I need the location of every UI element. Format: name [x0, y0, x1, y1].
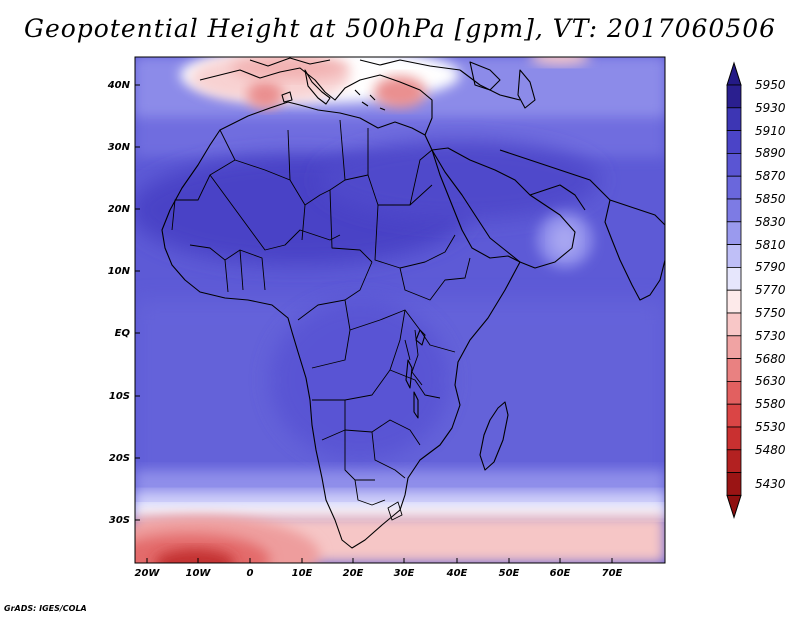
colorbar-label: 5480	[755, 442, 786, 457]
map-title: Geopotential Height at 500hPa [gpm], VT:…	[23, 14, 777, 43]
colorbar-swatch	[726, 266, 742, 291]
lon-label-0: 0	[246, 568, 254, 579]
lat-label-10s: 10S	[108, 391, 130, 402]
colorbar	[726, 61, 742, 520]
colorbar-label: 5750	[755, 306, 786, 320]
colorbar-swatch	[726, 130, 742, 154]
colorbar-label: 5530	[755, 420, 786, 434]
india-coastline	[604, 199, 665, 301]
colorbar-swatch	[726, 426, 742, 451]
colorbar-swatch	[726, 335, 742, 359]
colorbar-swatch	[726, 84, 742, 109]
colorbar-swatch	[726, 175, 742, 200]
colorbar-swatch	[726, 107, 742, 132]
lat-label-20n: 20N	[107, 204, 130, 215]
colorbar-label: 5930	[755, 100, 786, 115]
colorbar-bottom-arrow	[726, 494, 742, 520]
colorbar-label: 5730	[755, 328, 786, 343]
colorbar-label: 5870	[755, 169, 786, 184]
colorbar-label: 5810	[755, 237, 786, 252]
colorbar-swatch	[726, 403, 742, 428]
colorbar-swatch	[726, 449, 742, 473]
colorbar-label: 5680	[755, 351, 786, 366]
lon-label-20e: 20E	[342, 568, 364, 579]
colorbar-swatch	[726, 244, 742, 268]
lon-label-70e: 70E	[601, 568, 623, 579]
colorbar-label: 5580	[755, 397, 786, 412]
colorbar-swatch	[726, 358, 742, 382]
grads-credit: GrADS: IGES/COLA	[4, 604, 87, 613]
lon-label-10e: 10E	[291, 568, 313, 579]
lon-label-40e: 40E	[446, 568, 468, 579]
map-frame	[134, 56, 666, 564]
colorbar-label: 5430	[755, 477, 786, 491]
colorbar-swatch	[726, 152, 742, 177]
lat-label-30n: 30N	[107, 142, 130, 153]
colorbar-label: 5890	[755, 146, 786, 161]
colorbar-top-arrow	[726, 61, 742, 86]
africa-coastline	[161, 101, 521, 549]
lat-label-eq: EQ	[114, 328, 130, 339]
lon-label-60e: 60E	[549, 568, 571, 579]
lon-label-20w: 20W	[134, 568, 160, 579]
lat-label-20s: 20S	[108, 453, 130, 464]
colorbar-label: 5790	[755, 260, 786, 275]
colorbar-label: 5770	[755, 283, 786, 298]
madagascar-coastline	[479, 401, 509, 471]
lon-label-50e: 50E	[498, 568, 520, 579]
colorbar-swatch	[726, 312, 742, 337]
colorbar-swatch	[726, 380, 742, 405]
colorbar-label: 5910	[755, 123, 786, 138]
colorbar-swatch	[726, 198, 742, 223]
lat-label-30s: 30S	[108, 515, 130, 526]
colorbar-swatch	[726, 221, 742, 246]
colorbar-swatch	[726, 289, 742, 314]
country-borders	[171, 119, 471, 521]
europe-coastline	[199, 67, 433, 136]
lon-label-10w: 10W	[185, 568, 211, 579]
colorbar-label: 5950	[755, 78, 786, 92]
lat-label-40n: 40N	[107, 80, 130, 91]
axis-ticks	[135, 84, 613, 563]
lat-label-10n: 10N	[107, 266, 130, 277]
colorbar-label: 5830	[755, 214, 786, 229]
coastlines-borders	[161, 57, 665, 549]
colorbar-swatch	[726, 472, 742, 496]
colorbar-label: 5850	[755, 192, 786, 206]
colorbar-label: 5630	[755, 374, 786, 389]
lon-label-30e: 30E	[393, 568, 415, 579]
height-field	[135, 57, 665, 563]
arabia-coastline	[431, 147, 576, 269]
